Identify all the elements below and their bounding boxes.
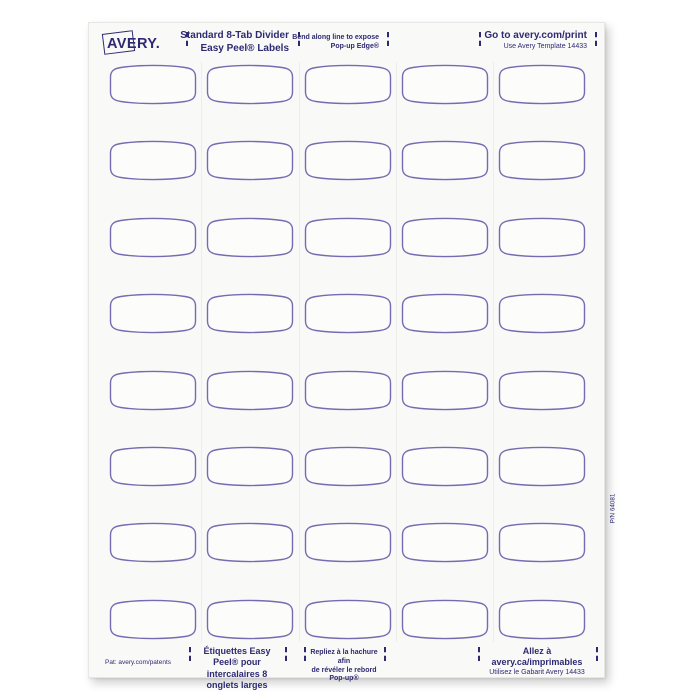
- dashed-separator: [285, 647, 287, 661]
- dashed-separator: [189, 647, 191, 661]
- header-print-info: Go to avery.com/print Use Avery Template…: [484, 30, 587, 51]
- divider-label-blank: [498, 291, 586, 336]
- divider-label-blank: [401, 444, 489, 489]
- divider-label-blank: [109, 62, 197, 107]
- divider-label-blank: [304, 138, 392, 183]
- divider-label-blank: [109, 597, 197, 642]
- label-grid: [109, 62, 586, 642]
- perforation-line: [493, 62, 494, 642]
- divider-label-blank: [498, 138, 586, 183]
- perforation-line: [201, 62, 202, 642]
- dashed-separator: [595, 32, 597, 46]
- divider-label-blank: [206, 62, 294, 107]
- divider-label-blank: [304, 215, 392, 260]
- divider-label-blank: [401, 368, 489, 413]
- header-bend-note-line2: Pop-up Edge®: [330, 42, 379, 50]
- divider-label-blank: [498, 597, 586, 642]
- divider-label-blank: [109, 138, 197, 183]
- divider-label-blank: [401, 520, 489, 565]
- dashed-separator: [186, 32, 188, 46]
- dashed-separator: [478, 647, 480, 661]
- divider-label-blank: [206, 291, 294, 336]
- header-bend-note: Bend along line to expose Pop-up Edge®: [292, 34, 379, 52]
- divider-label-blank: [304, 368, 392, 413]
- perforation-line: [299, 62, 300, 642]
- divider-label-blank: [206, 444, 294, 489]
- divider-label-blank: [206, 138, 294, 183]
- divider-label-blank: [498, 62, 586, 107]
- footer-patents: Pat: avery.com/patents: [105, 659, 171, 666]
- avery-logo: AVERY.: [101, 30, 175, 58]
- footer-product-title-fr: Étiquettes Easy Peel® pour intercalaires…: [191, 646, 283, 691]
- footer-print-info-fr-line1: Allez à avery.ca/imprimables: [491, 646, 583, 668]
- divider-label-blank: [109, 215, 197, 260]
- divider-label-blank: [304, 520, 392, 565]
- footer-product-title-fr-line1: Étiquettes Easy Peel® pour: [203, 646, 271, 668]
- footer-bend-note-fr-line2: de révéler le rebord Pop-up®: [311, 666, 377, 683]
- divider-label-blank: [109, 368, 197, 413]
- divider-label-blank: [401, 597, 489, 642]
- divider-label-blank: [109, 520, 197, 565]
- avery-logo-text: AVERY.: [107, 36, 161, 52]
- dashed-separator: [384, 647, 386, 661]
- dashed-separator: [596, 647, 598, 661]
- divider-label-blank: [206, 215, 294, 260]
- header-product-title-line1: Standard 8-Tab Divider: [180, 30, 289, 41]
- divider-label-blank: [304, 444, 392, 489]
- part-number-vertical: P/N 64081: [609, 493, 617, 524]
- footer-bend-note-fr: Repliez à la hachure afin de révéler le …: [306, 649, 382, 684]
- divider-label-blank: [498, 368, 586, 413]
- dashed-separator: [304, 647, 306, 661]
- header-product-title: Standard 8-Tab Divider Easy Peel® Labels: [180, 30, 289, 55]
- divider-label-blank: [401, 62, 489, 107]
- label-sheet: AVERY. Standard 8-Tab Divider Easy Peel®…: [88, 22, 617, 690]
- footer-product-title-fr-line2: intercalaires 8 onglets larges: [206, 668, 268, 690]
- perforation-line: [396, 62, 397, 642]
- footer-print-info-fr: Allez à avery.ca/imprimables Utilisez le…: [480, 646, 594, 677]
- footer-print-info-fr-line2: Utilisez le Gabarit Avery 14433: [489, 668, 585, 676]
- divider-label-blank: [304, 291, 392, 336]
- dashed-separator: [479, 32, 481, 46]
- divider-label-blank: [206, 520, 294, 565]
- header-print-info-line1: Go to avery.com/print: [484, 30, 587, 41]
- divider-label-blank: [109, 291, 197, 336]
- divider-label-blank: [304, 62, 392, 107]
- footer-bend-note-fr-line1: Repliez à la hachure afin: [310, 649, 378, 665]
- divider-label-blank: [401, 138, 489, 183]
- divider-label-blank: [401, 215, 489, 260]
- header-bend-note-line1: Bend along line to expose: [292, 34, 379, 41]
- divider-label-blank: [206, 368, 294, 413]
- header-print-info-line2: Use Avery Template 14433: [503, 42, 587, 50]
- divider-label-blank: [401, 291, 489, 336]
- divider-label-blank: [498, 444, 586, 489]
- divider-label-blank: [498, 520, 586, 565]
- divider-label-blank: [109, 444, 197, 489]
- dashed-separator: [387, 32, 389, 46]
- header-product-title-line2: Easy Peel® Labels: [200, 42, 289, 54]
- divider-label-blank: [304, 597, 392, 642]
- divider-label-blank: [206, 597, 294, 642]
- dashed-separator: [298, 32, 300, 46]
- divider-label-blank: [498, 215, 586, 260]
